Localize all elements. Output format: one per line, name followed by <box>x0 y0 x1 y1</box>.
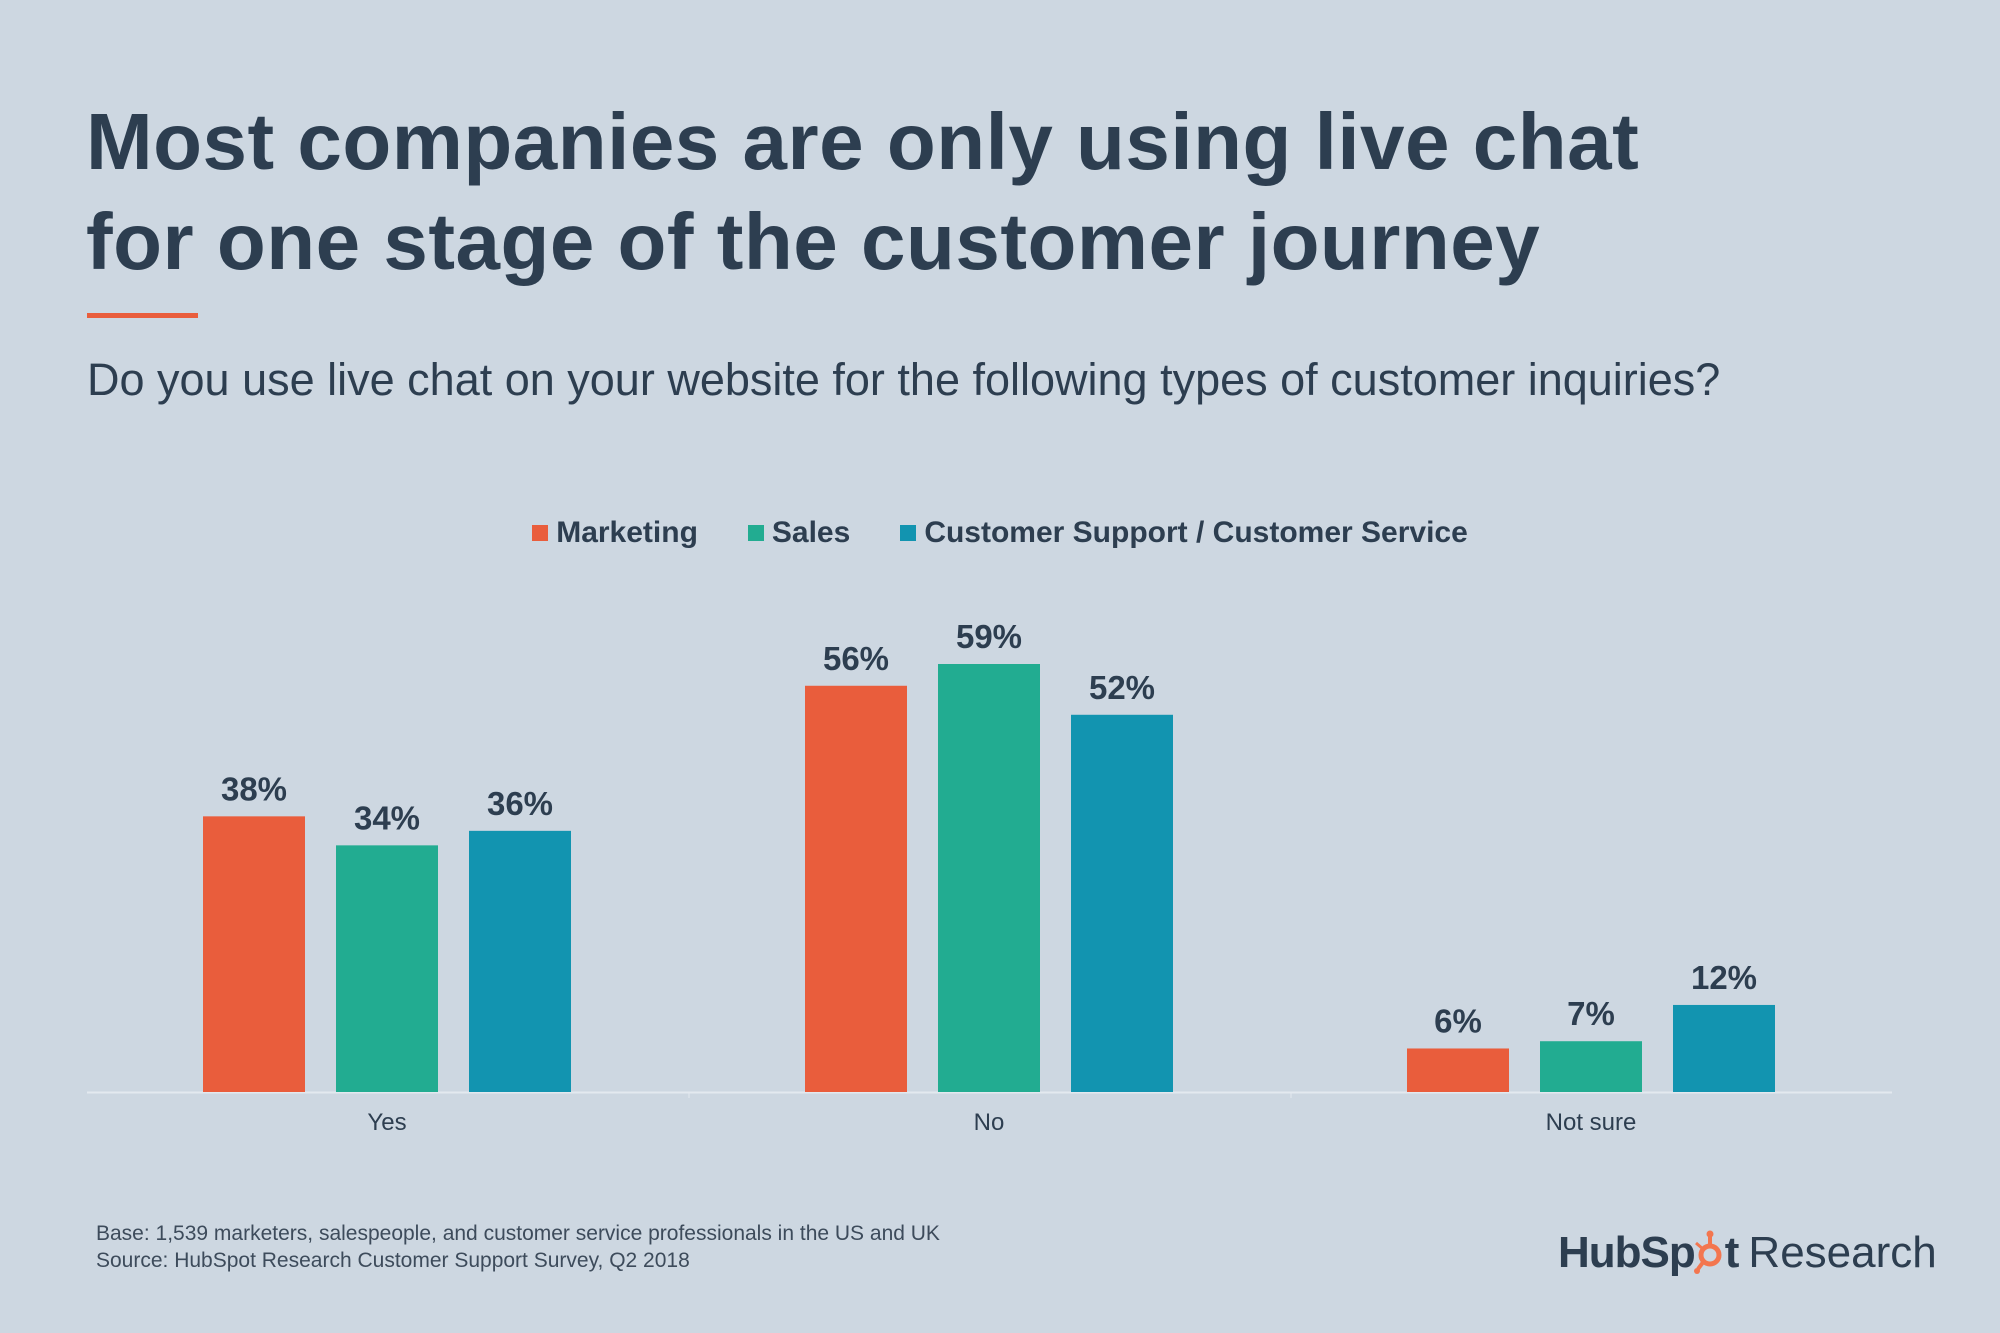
logo-text-hubsp: HubSp <box>1558 1228 1696 1277</box>
title-accent-rule <box>87 313 198 318</box>
bar-no-marketing <box>805 685 907 1092</box>
bar-yes-marketing <box>203 816 305 1092</box>
data-label: 36% <box>487 785 553 822</box>
chart-title: Most companies are only using live chat … <box>86 92 1886 292</box>
logo-text-research: Research <box>1748 1228 1937 1277</box>
chart-subtitle: Do you use live chat on your website for… <box>87 354 1721 405</box>
data-label: 52% <box>1089 669 1155 706</box>
bar-not-sure-customer <box>1673 1004 1775 1092</box>
legend-item-support: Customer Support / Customer Service <box>900 516 1468 550</box>
data-label: 56% <box>823 640 889 677</box>
sprocket-icon <box>1693 1230 1722 1274</box>
bar-not-sure-sales <box>1540 1041 1642 1092</box>
data-label: 12% <box>1691 959 1757 996</box>
title-line-1: Most companies are only using live chat <box>86 97 1640 186</box>
legend-swatch-marketing <box>532 525 549 541</box>
bar-no-customer <box>1071 714 1173 1092</box>
legend-item-sales: Sales <box>747 516 851 550</box>
bar-no-sales <box>938 664 1040 1092</box>
data-label: 6% <box>1434 1002 1482 1039</box>
bar-yes-sales <box>336 845 438 1092</box>
data-label: 59% <box>956 618 1022 655</box>
category-label: No <box>974 1109 1005 1136</box>
legend: Marketing Sales Customer Support / Custo… <box>0 516 2000 550</box>
bar-yes-customer <box>469 830 571 1092</box>
legend-label: Sales <box>771 516 851 549</box>
category-label: Not sure <box>1546 1109 1637 1136</box>
legend-label: Customer Support / Customer Service <box>924 516 1468 549</box>
legend-swatch-sales <box>747 525 764 541</box>
hubspot-research-logo: HubSp t Research <box>1558 1228 1937 1278</box>
legend-swatch-support <box>900 525 917 541</box>
data-label: 38% <box>221 770 287 807</box>
legend-label: Marketing <box>556 516 698 549</box>
category-label: Yes <box>367 1109 406 1136</box>
footer-source: Source: HubSpot Research Customer Suppor… <box>96 1249 690 1272</box>
bar-not-sure-marketing <box>1407 1048 1509 1092</box>
data-label: 34% <box>354 799 420 836</box>
footer-base: Base: 1,539 marketers, salespeople, and … <box>96 1222 940 1245</box>
logo-text-t: t <box>1724 1228 1740 1277</box>
data-label: 7% <box>1567 995 1615 1032</box>
title-line-2: for one stage of the customer journey <box>86 197 1541 286</box>
legend-item-marketing: Marketing <box>532 516 698 550</box>
